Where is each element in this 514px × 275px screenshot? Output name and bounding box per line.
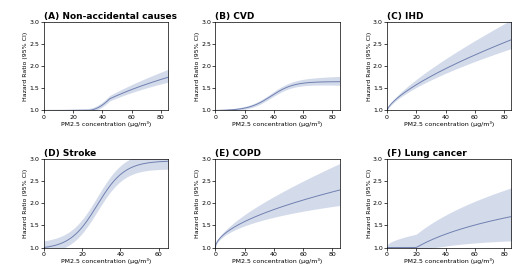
X-axis label: PM2.5 concentration (μg/m³): PM2.5 concentration (μg/m³) — [232, 121, 323, 127]
X-axis label: PM2.5 concentration (μg/m³): PM2.5 concentration (μg/m³) — [61, 258, 151, 264]
Y-axis label: Hazard Ratio (95% CI): Hazard Ratio (95% CI) — [195, 169, 200, 238]
Text: (F) Lung cancer: (F) Lung cancer — [387, 149, 467, 158]
X-axis label: PM2.5 concentration (μg/m³): PM2.5 concentration (μg/m³) — [232, 258, 323, 264]
X-axis label: PM2.5 concentration (μg/m³): PM2.5 concentration (μg/m³) — [61, 121, 151, 127]
Y-axis label: Hazard Ratio (95% CI): Hazard Ratio (95% CI) — [366, 169, 372, 238]
X-axis label: PM2.5 concentration (μg/m³): PM2.5 concentration (μg/m³) — [404, 258, 494, 264]
X-axis label: PM2.5 concentration (μg/m³): PM2.5 concentration (μg/m³) — [404, 121, 494, 127]
Text: (B) CVD: (B) CVD — [215, 12, 255, 21]
Y-axis label: Hazard Ratio (95% CI): Hazard Ratio (95% CI) — [366, 32, 372, 101]
Text: (D) Stroke: (D) Stroke — [44, 149, 96, 158]
Text: (C) IHD: (C) IHD — [387, 12, 424, 21]
Text: (A) Non-accidental causes: (A) Non-accidental causes — [44, 12, 177, 21]
Y-axis label: Hazard Ratio (95% CI): Hazard Ratio (95% CI) — [195, 32, 200, 101]
Text: (E) COPD: (E) COPD — [215, 149, 261, 158]
Y-axis label: Hazard Ratio (95% CI): Hazard Ratio (95% CI) — [23, 32, 28, 101]
Y-axis label: Hazard Ratio (95% CI): Hazard Ratio (95% CI) — [23, 169, 28, 238]
